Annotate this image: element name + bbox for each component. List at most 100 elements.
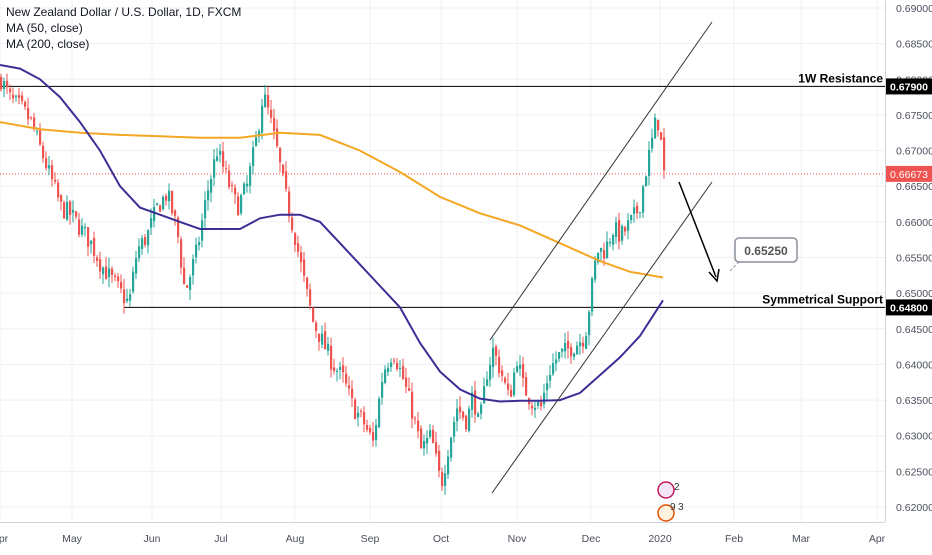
candle-up — [456, 408, 459, 422]
candle-down — [51, 165, 54, 180]
candle-down — [312, 307, 315, 322]
candle-up — [486, 379, 489, 386]
ma50-line — [0, 64, 664, 403]
price-tick-label: 0.62000 — [896, 502, 932, 514]
price-tick-label: 0.64000 — [896, 359, 932, 371]
candle-up — [537, 401, 540, 406]
candle-down — [174, 210, 177, 216]
candle-up — [84, 227, 87, 229]
candle-up — [615, 222, 618, 237]
candle-down — [276, 128, 279, 147]
candle-up — [450, 437, 453, 458]
candle-up — [612, 234, 615, 245]
time-tick-label: Dec — [582, 533, 601, 545]
candle-up — [66, 201, 69, 220]
candle-up — [642, 186, 645, 213]
candle-down — [12, 94, 15, 99]
candle-down — [315, 322, 318, 331]
time-tick-label: Oct — [433, 533, 449, 545]
candle-up — [399, 367, 402, 369]
candle-up — [543, 392, 546, 405]
candle-up — [606, 241, 609, 259]
candle-up — [651, 137, 654, 149]
candle-down — [237, 196, 240, 216]
candle-up — [381, 382, 384, 398]
candle-up — [264, 94, 267, 108]
price-tick-label: 0.67000 — [896, 146, 932, 158]
price-tick-label: 0.69000 — [896, 3, 932, 15]
candle-up — [384, 369, 387, 383]
candle-up — [252, 147, 255, 166]
support-label: Symmetrical Support — [762, 292, 883, 306]
candle-down — [408, 388, 411, 391]
candle-up — [639, 211, 642, 213]
candle-down — [273, 118, 276, 131]
candle-up — [138, 246, 141, 259]
candle-down — [6, 80, 9, 88]
candle-up — [327, 343, 330, 351]
candle-up — [597, 252, 600, 263]
candle-down — [165, 195, 168, 201]
candle-down — [498, 356, 501, 374]
candle-up — [198, 241, 201, 246]
candle-up — [153, 206, 156, 221]
candle-down — [123, 289, 126, 304]
candle-up — [249, 166, 252, 186]
candle-down — [414, 418, 417, 420]
time-tick-label: Jun — [144, 533, 161, 545]
candle-up — [219, 150, 222, 155]
candle-up — [645, 176, 648, 187]
candle-up — [516, 365, 519, 372]
candle-down — [660, 132, 663, 140]
candle-up — [240, 195, 243, 214]
candle-up — [387, 367, 390, 373]
candle-down — [222, 151, 225, 167]
candle-up — [477, 413, 480, 417]
time-tick-label: Mar — [792, 533, 811, 545]
candle-down — [225, 168, 228, 170]
candle-down — [582, 342, 585, 347]
candle-down — [474, 390, 477, 415]
candle-up — [648, 149, 651, 177]
candle-down — [297, 243, 300, 252]
candle-down — [144, 236, 147, 245]
candle-down — [279, 148, 282, 163]
candle-down — [351, 388, 354, 399]
candle-up — [102, 267, 105, 275]
candle-down — [120, 282, 123, 289]
candle-up — [135, 258, 138, 274]
candle-up — [258, 131, 261, 137]
candle-up — [609, 242, 612, 244]
candle-down — [105, 266, 108, 280]
candle-down — [9, 88, 12, 93]
candle-down — [54, 179, 57, 182]
candle-down — [45, 157, 48, 169]
candle-down — [570, 347, 573, 357]
candle-down — [372, 432, 375, 441]
candle-down — [393, 360, 396, 362]
candle-up — [600, 247, 603, 252]
candle-up — [15, 95, 18, 97]
candle-up — [588, 311, 591, 336]
candle-down — [354, 399, 357, 420]
forecast-arrow-shaft — [678, 181, 717, 278]
time-tick-label: 2020 — [648, 533, 672, 545]
event-badge-icon — [657, 504, 675, 522]
candle-down — [180, 239, 183, 268]
grid — [0, 0, 885, 522]
candle-up — [210, 179, 213, 193]
candle-up — [243, 183, 246, 195]
target-label: 0.65250 — [744, 244, 788, 258]
candle-down — [99, 259, 102, 272]
candle-down — [441, 472, 444, 487]
candle-up — [552, 363, 555, 375]
candle-up — [201, 220, 204, 241]
candle-down — [18, 94, 21, 98]
chart-title: New Zealand Dollar / U.S. Dollar, 1D, FX… — [6, 5, 242, 19]
candle-down — [87, 227, 90, 247]
ma50-label: MA (50, close) — [6, 21, 83, 35]
candle-down — [525, 377, 528, 396]
candle-down — [360, 410, 363, 412]
